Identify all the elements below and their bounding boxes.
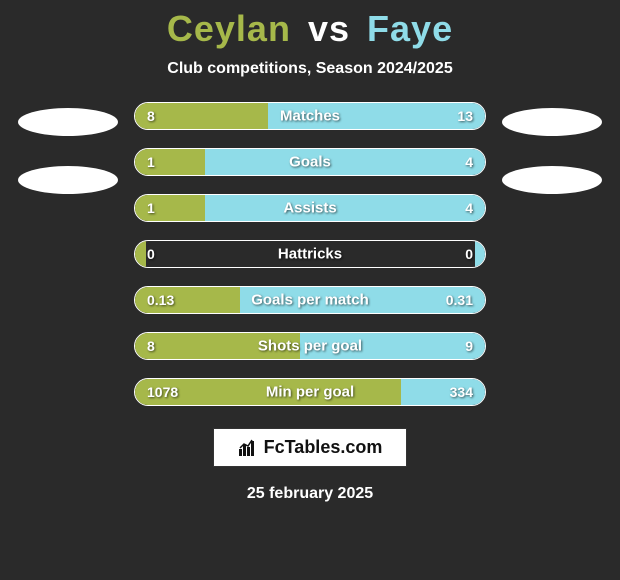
watermark: FcTables.com <box>213 428 408 467</box>
stat-bar-left <box>135 195 205 221</box>
avatar-placeholder <box>18 166 118 194</box>
left-avatar-column <box>18 102 118 194</box>
stat-value-left: 1 <box>147 154 155 170</box>
stat-bar-left <box>135 241 146 267</box>
stat-bar-left <box>135 149 205 175</box>
avatar-placeholder <box>502 108 602 136</box>
stat-value-right: 0.31 <box>446 292 473 308</box>
player2-name: Faye <box>367 8 453 49</box>
stat-row: 1078 334 Min per goal <box>134 378 486 406</box>
avatar-placeholder <box>18 108 118 136</box>
stat-value-left: 0.13 <box>147 292 174 308</box>
comparison-card: Ceylan vs Faye Club competitions, Season… <box>0 0 620 580</box>
stat-row: 1 4 Assists <box>134 194 486 222</box>
bars-column: 8 13 Matches 1 4 Goals 1 4 Assists 0 0 Hattricks 0.1… <box>134 102 486 406</box>
stat-bar-right <box>205 195 485 221</box>
chart-bars-icon <box>238 439 258 457</box>
stat-value-left: 0 <box>147 246 155 262</box>
stat-bar-right <box>205 149 485 175</box>
page-title: Ceylan vs Faye <box>167 8 453 50</box>
stat-value-right: 13 <box>457 108 473 124</box>
stat-row: 0.13 0.31 Goals per match <box>134 286 486 314</box>
stat-value-left: 8 <box>147 338 155 354</box>
stat-label: Goals <box>289 154 331 171</box>
stat-label: Matches <box>280 108 340 125</box>
stat-value-right: 0 <box>465 246 473 262</box>
player1-name: Ceylan <box>167 8 291 49</box>
stats-area: 8 13 Matches 1 4 Goals 1 4 Assists 0 0 Hattricks 0.1… <box>0 102 620 406</box>
stat-label: Shots per goal <box>258 338 362 355</box>
watermark-text: FcTables.com <box>264 437 383 458</box>
stat-row: 8 13 Matches <box>134 102 486 130</box>
right-avatar-column <box>502 102 602 194</box>
stat-value-right: 9 <box>465 338 473 354</box>
stat-row: 0 0 Hattricks <box>134 240 486 268</box>
stat-bar-right <box>475 241 486 267</box>
stat-value-left: 8 <box>147 108 155 124</box>
stat-value-right: 4 <box>465 200 473 216</box>
stat-value-left: 1 <box>147 200 155 216</box>
stat-label: Goals per match <box>251 292 369 309</box>
vs-separator: vs <box>308 8 350 49</box>
stat-row: 1 4 Goals <box>134 148 486 176</box>
avatar-placeholder <box>502 166 602 194</box>
stat-label: Assists <box>283 200 336 217</box>
stat-label: Min per goal <box>266 384 354 401</box>
stat-value-right: 4 <box>465 154 473 170</box>
subtitle: Club competitions, Season 2024/2025 <box>167 60 452 78</box>
stat-value-right: 334 <box>450 384 473 400</box>
stat-row: 8 9 Shots per goal <box>134 332 486 360</box>
date-text: 25 february 2025 <box>247 485 373 503</box>
stat-value-left: 1078 <box>147 384 178 400</box>
stat-label: Hattricks <box>278 246 342 263</box>
